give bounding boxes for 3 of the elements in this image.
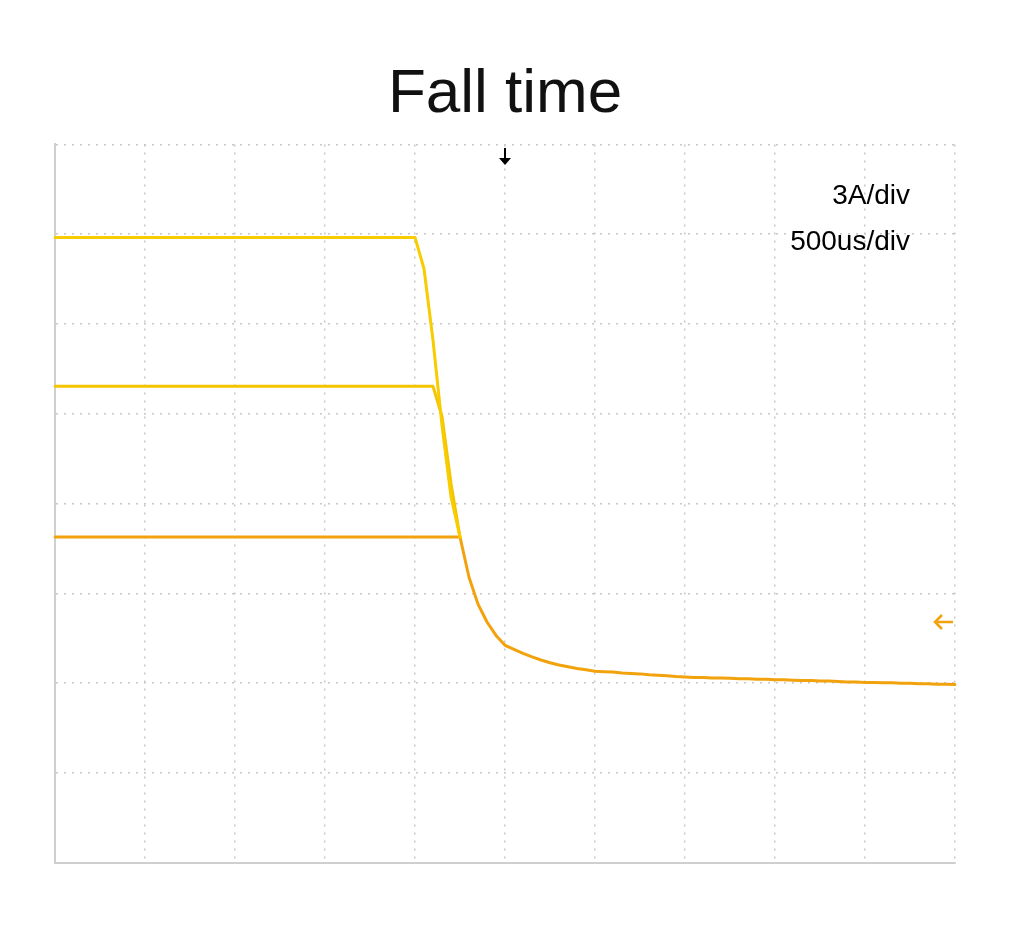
text: 3A/div: [832, 179, 910, 211]
chart-title: Fall time: [387, 56, 623, 126]
annotation: 500us/div: [790, 225, 910, 257]
